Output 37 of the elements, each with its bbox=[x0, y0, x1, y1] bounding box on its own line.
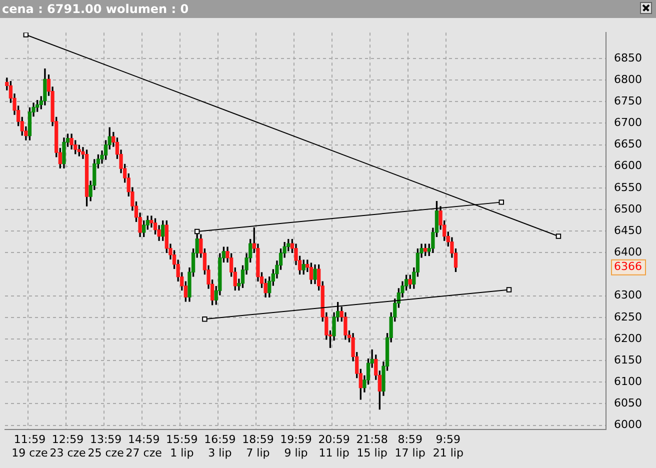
y-tick-label: 6800 bbox=[614, 72, 642, 86]
y-tick-label: 6500 bbox=[614, 202, 642, 216]
x-tick-label: 21:58 15 lip bbox=[356, 433, 388, 460]
y-tick-label: 6100 bbox=[614, 374, 642, 388]
x-tick-label: 12:59 23 cze bbox=[50, 433, 86, 460]
y-tick-label: 6000 bbox=[614, 418, 642, 432]
x-tick-label: 11:59 19 cze bbox=[12, 433, 48, 460]
y-tick-label: 6300 bbox=[614, 288, 642, 302]
x-tick-label: 16:59 3 lip bbox=[204, 433, 236, 460]
y-tick-label: 6700 bbox=[614, 116, 642, 130]
point bbox=[202, 316, 208, 322]
point bbox=[498, 200, 504, 205]
point bbox=[194, 228, 200, 234]
x-tick-label: 20:59 11 lip bbox=[318, 433, 350, 460]
x-tick-label: 19:59 9 lip bbox=[280, 433, 312, 460]
point bbox=[556, 234, 562, 239]
y-tick-label: 6150 bbox=[614, 353, 642, 366]
y-tick-label: 6600 bbox=[614, 159, 642, 172]
text: 6366 bbox=[614, 260, 642, 274]
x-tick-label: 18:59 7 lip bbox=[242, 433, 274, 460]
y-tick-label: 6450 bbox=[614, 224, 642, 237]
y-tick-label: 6750 bbox=[614, 94, 642, 108]
chart-title: cena : 6791.00 wolumen : 0 bbox=[2, 2, 189, 16]
x-tick-label: 9:59 21 lip bbox=[432, 433, 464, 460]
y-tick-label: 6850 bbox=[614, 51, 642, 64]
x-tick-label: 15:59 1 lip bbox=[166, 433, 198, 460]
y-tick-label: 6650 bbox=[614, 138, 642, 151]
point bbox=[23, 32, 29, 38]
y-tick-label: 6050 bbox=[614, 396, 642, 410]
y-tick-label: 6400 bbox=[614, 246, 642, 259]
y-tick-label: 6250 bbox=[614, 310, 642, 324]
y-tick-label: 6200 bbox=[614, 332, 642, 345]
x-tick-label: 14:59 27 cze bbox=[126, 433, 162, 460]
point bbox=[506, 287, 512, 292]
x-tick-label: 8:59 17 lip bbox=[394, 433, 426, 460]
x-tick-label: 13:59 25 cze bbox=[88, 433, 124, 460]
y-tick-label: 6550 bbox=[614, 180, 642, 194]
